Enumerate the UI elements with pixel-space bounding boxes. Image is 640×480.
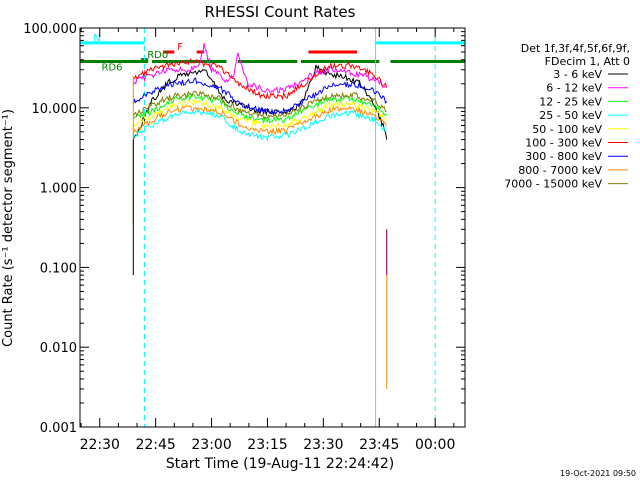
series-line-25-50-kev (132, 108, 387, 142)
flag-label-n: N (93, 33, 100, 44)
flag-label-rd0: RD0 (147, 50, 168, 61)
y-tick-label: 100.000 (23, 22, 77, 37)
x-tick-label: 22:45 (135, 437, 175, 453)
legend-header-line: Det 1f,3f,4f,5f,6f,9f, (521, 42, 630, 55)
y-tick-label: 0.100 (40, 261, 77, 276)
flag-label-f: F (177, 42, 183, 53)
series-line-100-300-kev (133, 58, 388, 101)
x-tick-label: 23:00 (191, 437, 231, 453)
legend-entry-label: 6 - 12 keV (546, 82, 602, 95)
legend: Det 1f,3f,4f,5f,6f,9f,FDecim 1, Att 03 -… (504, 42, 630, 191)
y-tick-label: 0.001 (40, 421, 77, 436)
status-flags: N F RD0 RD6 (80, 33, 465, 74)
x-axis: 22:30 22:45 23:00 23:15 23:30 23:45 00:00 (80, 28, 455, 453)
x-tick-label: 00:00 (415, 437, 455, 453)
plot-frame (79, 27, 466, 428)
series-line-12-25-kev (133, 93, 388, 124)
x-tick-label: 23:30 (303, 437, 343, 453)
legend-header-line: FDecim 1, Att 0 (545, 55, 630, 68)
y-tick-label: 0.010 (40, 341, 77, 356)
legend-entry-label: 100 - 300 keV (525, 137, 602, 150)
legend-entry-label: 12 - 25 keV (539, 95, 602, 108)
series-line-50-100-kev (132, 99, 388, 130)
y-tick-label: 1.000 (40, 182, 77, 197)
x-tick-label: 22:30 (80, 437, 120, 453)
footer-timestamp: 19-Oct-2021 09:50 (560, 469, 636, 478)
x-tick-label: 23:15 (247, 437, 287, 453)
x-tick-label: 23:45 (359, 437, 399, 453)
data-series (132, 43, 388, 389)
series-line-300-800-kev (132, 76, 388, 116)
legend-entry-label: 800 - 7000 keV (518, 164, 602, 177)
y-axis-label: Count Rate (s⁻¹ detector segment⁻¹) (1, 109, 16, 347)
y-axis: 100.000 10.000 1.000 0.100 0.010 0.001 (23, 22, 465, 436)
legend-entry-label: 300 - 800 keV (525, 150, 602, 163)
legend-entry-label: 3 - 6 keV (553, 68, 602, 81)
series-line-7000-15000-kev (132, 90, 387, 120)
legend-entry-label: 50 - 100 keV (532, 123, 602, 136)
series-line-800-7000-kev (132, 105, 387, 135)
chart-title: RHESSI Count Rates (205, 3, 356, 21)
legend-entry-label: 25 - 50 keV (539, 109, 602, 122)
series-line-6-12-kev (132, 43, 387, 94)
legend-entry-label: 7000 - 15000 keV (504, 178, 602, 191)
flag-label-rd6: RD6 (101, 63, 122, 74)
series-line-3-6-kev (132, 64, 388, 141)
y-tick-label: 10.000 (32, 102, 78, 117)
x-axis-label: Start Time (19-Aug-11 22:24:42) (166, 456, 394, 472)
